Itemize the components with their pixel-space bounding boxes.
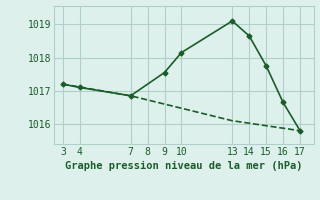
X-axis label: Graphe pression niveau de la mer (hPa): Graphe pression niveau de la mer (hPa): [65, 161, 303, 171]
